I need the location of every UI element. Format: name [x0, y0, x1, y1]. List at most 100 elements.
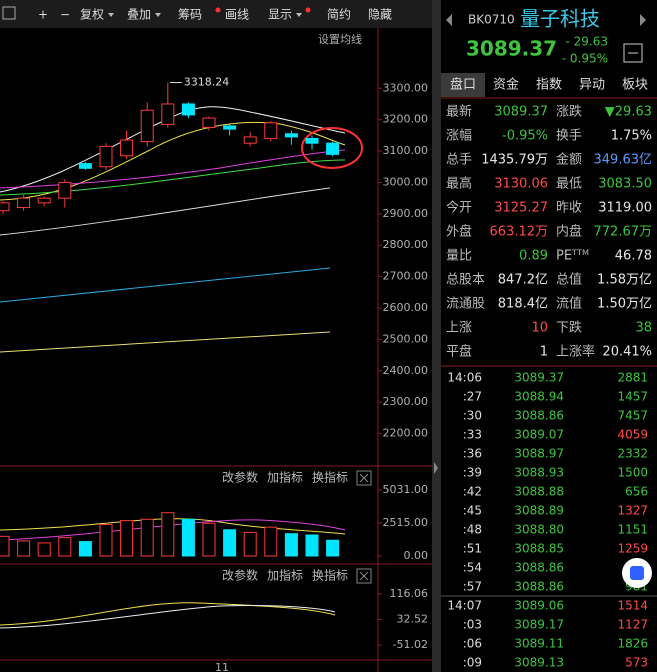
tab[interactable]: 资金 — [493, 77, 519, 93]
y-tick-label: 3100.00 — [383, 144, 429, 157]
y-tick-label: 0.00 — [404, 549, 429, 562]
volume-bar — [140, 518, 154, 557]
candle-body — [326, 142, 340, 155]
y-tick-label: 3200.00 — [383, 113, 429, 126]
quote-value: 1 — [540, 345, 548, 360]
candle-body — [305, 137, 319, 144]
quote-label: PEᵀᵀᴹ — [556, 249, 589, 264]
panel-button[interactable]: 加指标 — [267, 470, 303, 485]
volume-bar — [161, 512, 175, 557]
volume-bar — [305, 534, 319, 557]
toolbar-item[interactable]: 画线 — [225, 8, 249, 22]
tab[interactable]: 盘口 — [450, 77, 476, 93]
tick-time: :57 — [463, 580, 482, 594]
quote-value: 10 — [531, 321, 548, 336]
tick-volume: 1500 — [617, 466, 648, 480]
quote-label: 总手 — [446, 153, 472, 168]
tick-time: :39 — [463, 466, 482, 480]
tick-time: :03 — [463, 618, 482, 632]
tick-volume: 1151 — [617, 523, 648, 537]
toolbar-item[interactable]: + — [38, 8, 48, 22]
quote-label: 上涨 — [446, 321, 472, 336]
quote-value: 1.50万亿 — [597, 297, 652, 312]
tick-time: :06 — [463, 637, 482, 651]
close-box[interactable] — [356, 470, 372, 486]
quote-value: 847.2亿 — [498, 273, 548, 288]
quote-value: 3119.00 — [598, 201, 652, 216]
ma-line — [0, 149, 346, 189]
ma-line — [0, 519, 346, 541]
volume-bar — [99, 524, 113, 557]
y-tick-label: 2515.00 — [383, 516, 429, 529]
y-tick-label: 2300.00 — [383, 395, 429, 408]
tick-volume: 1457 — [617, 390, 648, 404]
toolbar-item[interactable]: 显示 — [268, 8, 292, 22]
panel-button[interactable]: 换指标 — [312, 470, 348, 485]
toolbar-item[interactable]: 叠加 — [127, 8, 151, 22]
tick-time: :30 — [463, 409, 482, 423]
quote-label: 下跌 — [556, 320, 582, 336]
panel-button[interactable]: 加指标 — [267, 568, 303, 583]
quote-label: 内盘 — [556, 224, 582, 240]
quote-value: 3083.50 — [598, 177, 652, 192]
quote-label: 流通股 — [446, 297, 485, 312]
toolbar-item[interactable]: 筹码 — [178, 8, 202, 22]
y-tick-label: 32.52 — [397, 612, 429, 625]
candle-body — [181, 103, 195, 116]
volume-bar — [78, 541, 92, 557]
ma-setting[interactable]: 设置均线 — [318, 32, 362, 46]
y-tick-label: 116.06 — [390, 587, 429, 600]
splitter[interactable] — [432, 0, 441, 672]
toolbar-icon[interactable] — [2, 6, 16, 20]
tick-time: :51 — [463, 542, 482, 556]
tab[interactable]: 异动 — [579, 78, 605, 93]
tick-time: :27 — [463, 390, 482, 404]
candle-body — [161, 103, 175, 125]
tick-price: 3088.89 — [514, 504, 564, 518]
tick-time: :45 — [463, 504, 482, 518]
toolbar-item[interactable]: − — [60, 8, 70, 22]
code: BK0710 — [468, 13, 515, 27]
panel-button[interactable]: 改参数 — [222, 470, 258, 485]
tick-time: :48 — [463, 523, 482, 537]
volume-bar — [223, 529, 237, 557]
ma-line — [0, 331, 331, 353]
tick-price: 3089.37 — [514, 371, 564, 385]
candle-body — [140, 109, 154, 143]
tick-volume: 656 — [625, 485, 648, 499]
change-pct: - 0.95% — [562, 52, 608, 66]
tick-price: 3088.85 — [514, 542, 564, 556]
candle-body — [37, 197, 51, 204]
quote-label: 最高 — [446, 176, 472, 192]
tab[interactable]: 指数 — [536, 78, 562, 93]
quote-value: 349.63亿 — [594, 153, 653, 168]
candle-body — [0, 202, 10, 212]
tick-volume: 4059 — [617, 428, 648, 442]
volume-bar — [202, 522, 216, 557]
tick-price: 3089.17 — [514, 618, 564, 632]
ma-line — [0, 159, 346, 196]
tick-price: 3088.86 — [514, 561, 564, 575]
splitter-arrow[interactable] — [434, 462, 438, 474]
quote-value: 818.4亿 — [498, 297, 548, 312]
y-tick-label: -51.02 — [393, 638, 428, 651]
panel-button[interactable]: 换指标 — [312, 568, 348, 583]
close-box[interactable] — [356, 568, 372, 584]
tick-price: 3088.88 — [514, 485, 564, 499]
candle-body — [284, 133, 298, 138]
quote-value: 772.67万 — [594, 225, 653, 240]
tab[interactable]: 板块 — [622, 78, 648, 93]
quote-value: 38 — [635, 321, 652, 336]
toolbar-item[interactable]: 隐藏 — [368, 8, 392, 22]
quote-label: 平盘 — [446, 344, 472, 360]
ma-line — [0, 267, 331, 303]
candle-body — [58, 181, 72, 199]
toolbar-item[interactable]: 复权 — [80, 8, 104, 22]
y-tick-label: 5031.00 — [383, 483, 429, 496]
toolbar-item[interactable]: 简约 — [327, 7, 351, 22]
close-x — [359, 473, 369, 483]
collapse-button[interactable] — [623, 43, 643, 63]
panel-button[interactable]: 改参数 — [222, 568, 258, 583]
quote-value: 3089.37 — [494, 105, 548, 120]
